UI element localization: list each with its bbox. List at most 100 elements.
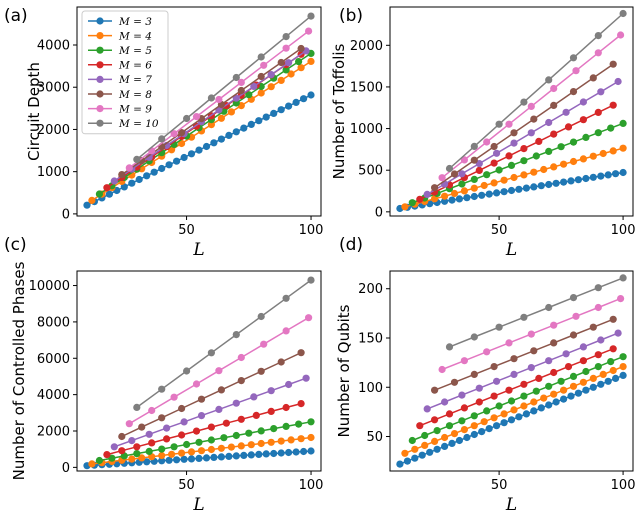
data-point <box>470 192 478 201</box>
y-tick-label: 100 <box>358 381 383 396</box>
data-point <box>617 295 625 303</box>
data-point <box>520 392 528 400</box>
data-point <box>195 146 203 154</box>
data-point <box>307 276 315 284</box>
data-point <box>237 353 245 362</box>
data-point <box>207 94 215 102</box>
data-point <box>262 450 270 458</box>
data-point <box>305 27 313 35</box>
data-point <box>493 149 501 157</box>
y-tick-label: 2000 <box>37 425 70 440</box>
data-point <box>180 418 188 426</box>
data-point <box>267 407 275 415</box>
data-point <box>483 407 491 415</box>
data-point <box>569 331 578 339</box>
data-point <box>163 435 171 443</box>
data-point <box>237 78 245 86</box>
y-tick-label: 0 <box>375 205 383 220</box>
data-point <box>445 343 454 351</box>
data-point <box>401 449 409 457</box>
data-point <box>522 410 531 418</box>
data-point <box>545 118 553 127</box>
data-point <box>448 196 456 204</box>
data-point <box>564 123 573 131</box>
data-point <box>282 44 290 52</box>
data-point <box>250 82 258 90</box>
series-line <box>434 318 614 391</box>
series-m8 <box>431 315 617 394</box>
data-point <box>441 192 449 200</box>
data-point <box>285 59 293 67</box>
data-point <box>192 427 201 435</box>
data-point <box>495 166 503 174</box>
data-point <box>183 367 191 375</box>
data-point <box>108 454 116 462</box>
data-point <box>158 457 166 465</box>
series-m8 <box>118 349 305 441</box>
data-point <box>297 400 305 408</box>
data-point <box>143 458 151 466</box>
data-point <box>277 437 285 445</box>
data-point <box>207 349 215 357</box>
series-m9 <box>438 31 625 182</box>
data-point <box>515 185 523 193</box>
x-tick-label: 100 <box>299 478 324 493</box>
data-point <box>530 398 538 406</box>
data-point <box>260 61 268 69</box>
data-point <box>560 395 568 403</box>
data-point <box>550 84 558 93</box>
data-point <box>599 370 607 378</box>
data-point <box>441 398 449 406</box>
legend-swatch-marker <box>96 31 104 40</box>
data-point <box>557 377 565 385</box>
data-point <box>550 101 558 109</box>
data-point <box>217 114 225 122</box>
series-m7 <box>423 77 622 198</box>
data-point <box>307 418 315 426</box>
data-point <box>217 386 225 394</box>
y-tick-label: 4000 <box>37 388 70 403</box>
data-point <box>520 145 528 153</box>
data-point <box>237 442 245 450</box>
data-point <box>145 447 153 455</box>
data-point <box>505 152 513 160</box>
data-point <box>416 422 424 430</box>
data-point <box>240 451 248 459</box>
data-point <box>552 398 560 406</box>
data-point <box>458 180 466 188</box>
data-point <box>594 303 602 312</box>
data-point <box>582 133 590 141</box>
data-point <box>567 392 575 400</box>
data-point <box>292 98 300 106</box>
data-point <box>619 119 627 127</box>
data-point <box>470 370 478 378</box>
data-point <box>396 460 404 468</box>
data-point <box>227 443 235 451</box>
data-point <box>285 380 293 389</box>
data-point <box>510 355 518 363</box>
data-point <box>148 439 156 447</box>
x-tick-label: 50 <box>491 223 508 238</box>
data-point <box>225 452 233 460</box>
data-point <box>232 399 240 407</box>
series-m3 <box>396 371 627 468</box>
data-point <box>240 124 248 132</box>
data-point <box>455 195 463 203</box>
data-point <box>403 457 411 465</box>
data-point <box>133 155 141 163</box>
data-point <box>545 180 553 189</box>
data-point <box>178 129 186 137</box>
data-point <box>438 365 446 374</box>
legend-swatch-marker <box>96 46 104 54</box>
y-tick-label: 150 <box>358 331 383 346</box>
data-point <box>217 453 225 461</box>
data-point <box>458 417 466 425</box>
data-point <box>604 377 612 385</box>
data-point <box>178 431 186 439</box>
data-point <box>217 444 225 452</box>
y-tick-label: 3000 <box>37 81 70 96</box>
data-point <box>300 95 308 103</box>
data-point <box>475 398 483 406</box>
data-point <box>165 161 173 169</box>
data-point <box>421 431 429 440</box>
